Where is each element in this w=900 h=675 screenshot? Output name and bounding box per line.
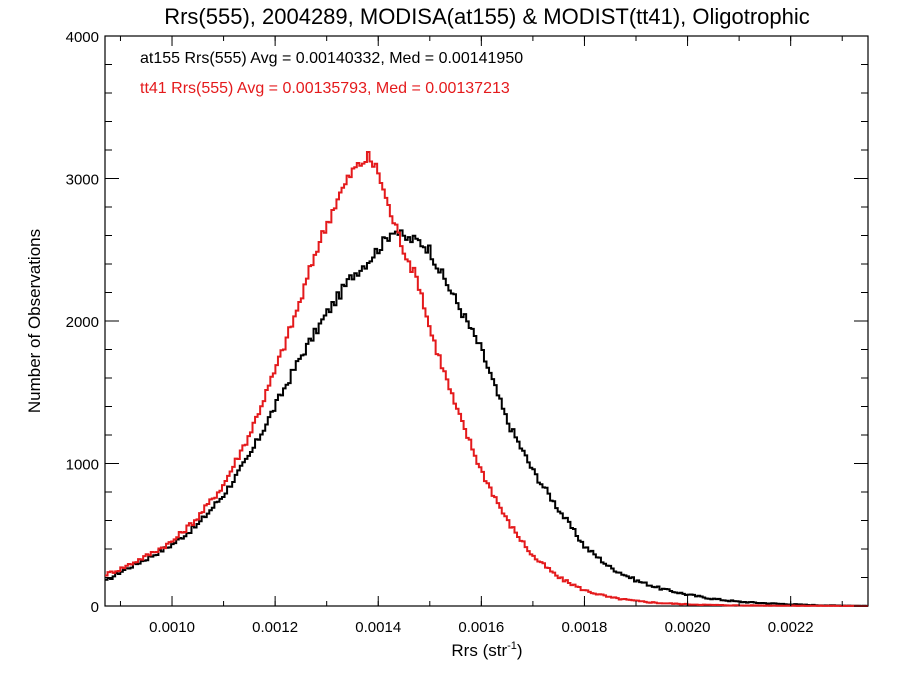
histogram-series-1: [105, 151, 868, 607]
legend-annotation-red: tt41 Rrs(555) Avg = 0.00135793, Med = 0.…: [140, 80, 510, 97]
x-tick-label: 0.0012: [252, 619, 298, 636]
x-tick-label: 0.0014: [355, 619, 401, 636]
chart-title: Rrs(555), 2004289, MODISA(at155) & MODIS…: [164, 4, 810, 29]
x-axis-label-close: ): [517, 641, 523, 660]
y-axis-label: Number of Observations: [25, 229, 44, 413]
x-axis-label: Rrs (str-1): [451, 640, 522, 660]
y-tick-label: 4000: [66, 29, 99, 46]
x-tick-label: 0.0016: [458, 619, 504, 636]
series-layer: [105, 151, 868, 607]
x-tick-label: 0.0018: [562, 619, 608, 636]
x-axis-label-main: Rrs (str: [451, 641, 507, 660]
y-tick-label: 1000: [66, 457, 99, 474]
x-tick-label: 0.0022: [768, 619, 814, 636]
x-tick-label: 0.0020: [665, 619, 711, 636]
histogram-series-0: [105, 229, 868, 607]
y-tick-label: 2000: [66, 314, 99, 331]
y-tick-label: 3000: [66, 172, 99, 189]
plot-frame: [104, 35, 869, 607]
x-axis-label-sup: -1: [507, 640, 517, 652]
plot-area: 0.0010 0.0012 0.0014 0.0016 0.0018 0.0020 0.00…: [66, 29, 869, 636]
tick-layer: 0.0010 0.0012 0.0014 0.0016 0.0018 0.0020 0.00…: [66, 29, 868, 636]
y-tick-label: 0: [91, 599, 99, 616]
legend-annotation-black: at155 Rrs(555) Avg = 0.00140332, Med = 0…: [140, 50, 523, 67]
x-tick-label: 0.0010: [149, 619, 195, 636]
